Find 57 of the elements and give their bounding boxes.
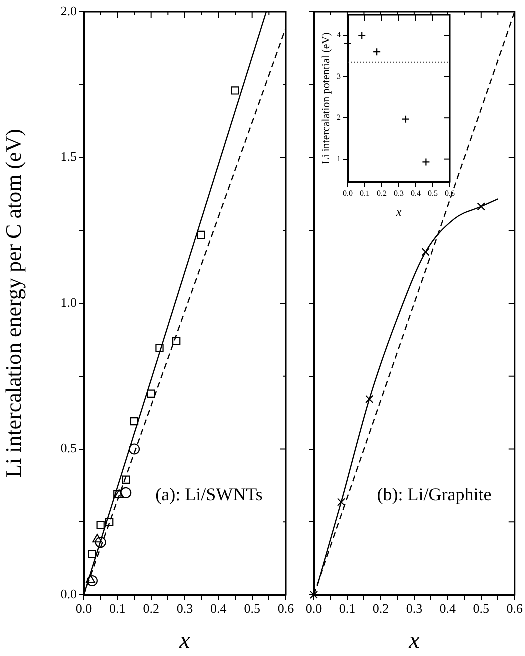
annotation: (b): Li/Graphite	[377, 484, 492, 505]
point	[477, 202, 486, 211]
x-tick-label: 0.2	[372, 601, 390, 616]
x-tick-label: 0.1	[360, 188, 370, 198]
x-axis-title: x	[408, 628, 420, 654]
x-axis-title: x	[395, 204, 402, 219]
x-tick-label: 0.4	[411, 188, 421, 198]
x-tick-label: 0.1	[339, 601, 356, 616]
x-tick-label: 0.4	[440, 601, 457, 616]
point	[96, 520, 105, 530]
x-tick-label: 0.2	[377, 188, 387, 198]
point	[147, 390, 156, 398]
y-tick-label: 0.5	[60, 440, 77, 456]
x-tick-label: 0.1	[110, 601, 126, 616]
annotation: (a): Li/SWNTs	[156, 484, 263, 505]
point	[130, 417, 139, 426]
point	[88, 550, 96, 558]
x-tick-label: 0.0	[343, 188, 353, 198]
point	[128, 444, 140, 455]
y-axis-title: Li intercalation energy per C atom (eV)	[0, 128, 26, 478]
point	[172, 337, 181, 346]
point	[156, 344, 164, 352]
y-tick-label: 2.0	[60, 3, 77, 18]
x-tick-label: 0.5	[244, 601, 260, 616]
point	[231, 86, 240, 95]
point	[337, 498, 346, 506]
point	[114, 490, 122, 499]
y-tick-label: 3	[337, 72, 341, 81]
x-tick-label: 0.3	[406, 601, 423, 616]
point	[122, 476, 130, 484]
point	[197, 230, 206, 240]
y-tick-label: 1.0	[60, 294, 77, 310]
point	[422, 248, 430, 256]
x-tick-label: 0.2	[143, 601, 160, 616]
x-tick-label: 0.5	[428, 188, 438, 198]
point	[106, 518, 114, 526]
point	[114, 489, 124, 498]
x-tick-label: 0.6	[506, 601, 524, 616]
y-tick-label: 0.0	[60, 586, 77, 602]
point	[95, 536, 106, 548]
x-tick-label: 0.5	[473, 601, 490, 616]
point	[365, 395, 374, 404]
x-tick-label: 0.3	[176, 601, 194, 616]
x-axis-title: x	[178, 628, 191, 654]
x-tick-label: 0.3	[394, 188, 404, 198]
point	[120, 487, 132, 499]
y-tick-label: 1.5	[60, 149, 77, 164]
x-tick-label: 0.0	[306, 601, 322, 616]
x-tick-label: 0.6	[278, 601, 295, 616]
x-tick-label: 0.0	[76, 601, 92, 616]
y-axis-title: Li intercalation potential (eV)	[320, 32, 332, 164]
y-tick-label: 4	[337, 30, 341, 40]
x-tick-label: 0.4	[210, 601, 228, 616]
point	[92, 534, 102, 543]
y-tick-label: 2	[337, 113, 341, 122]
point	[86, 575, 98, 587]
y-tick-label: 1	[337, 154, 341, 164]
